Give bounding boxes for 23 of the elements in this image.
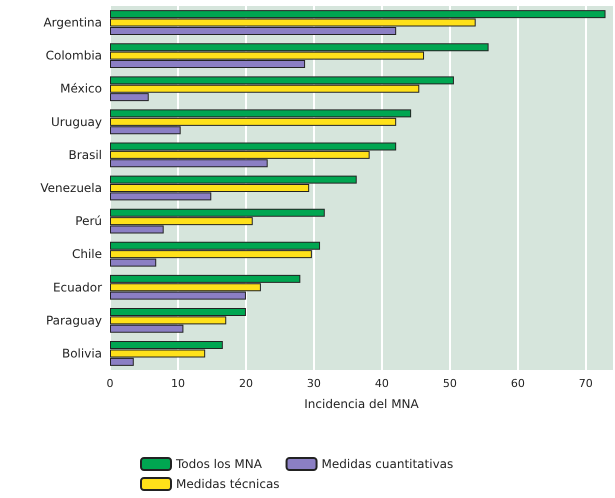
y-tick-label: Chile — [72, 247, 102, 262]
y-tick-label: Brasil — [68, 148, 102, 162]
y-tick-label: Paraguay — [46, 313, 102, 328]
y-tick-label: Colombia — [46, 48, 102, 63]
x-tick-label: 10 — [170, 377, 185, 390]
legend-label: Todos los MNA — [175, 457, 263, 471]
x-tick-label: 0 — [106, 377, 114, 390]
x-tick-label: 50 — [442, 377, 457, 390]
legend-label: Medidas cuantitativas — [322, 457, 454, 471]
x-axis-title: Incidencia del MNA — [304, 397, 420, 411]
y-tick-label: Argentina — [43, 16, 102, 30]
y-tick-label: Bolivia — [62, 346, 102, 360]
x-tick-label: 20 — [238, 377, 253, 390]
y-tick-label: Perú — [75, 214, 102, 228]
y-tick-label: Uruguay — [51, 114, 102, 129]
x-tick-label: 70 — [578, 377, 593, 390]
x-tick-label: 30 — [306, 377, 321, 390]
x-tick-label: 60 — [510, 377, 525, 390]
legend-label: Medidas técnicas — [176, 477, 280, 491]
y-tick-label: Ecuador — [52, 280, 102, 294]
y-tick-label: México — [60, 82, 102, 96]
x-tick-label: 40 — [374, 377, 389, 390]
y-tick-label: Venezuela — [40, 181, 102, 195]
